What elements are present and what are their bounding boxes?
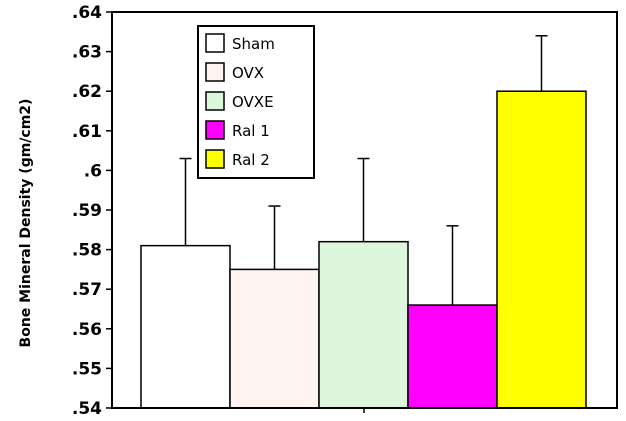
- y-axis-title: Bone Mineral Density (gm/cm2): [18, 99, 34, 348]
- bar-ovxe: [318, 240, 409, 409]
- y-tick-label: .6: [84, 161, 102, 181]
- y-tick-label: .58: [72, 241, 102, 261]
- bar-ral-1: [407, 304, 498, 409]
- y-tick-label: .63: [72, 43, 102, 63]
- legend-label: Ral 2: [232, 151, 270, 169]
- y-tick-label: .56: [72, 320, 102, 340]
- legend-label: Ral 1: [232, 122, 270, 140]
- legend: Sham OVX OVXE Ral 1 Ral 2: [197, 25, 315, 179]
- bar-sham: [140, 244, 231, 409]
- y-tick-label: .59: [72, 201, 102, 221]
- legend-swatch: [205, 33, 225, 53]
- legend-label: Sham: [232, 35, 275, 53]
- y-axis-tick-labels: .54 .55 .56 .57 .58 .59 .6 .61 .62 .63 .64: [72, 3, 102, 419]
- bar-ral-2: [496, 90, 587, 409]
- y-tick-label: .61: [72, 122, 102, 142]
- legend-swatch: [205, 91, 225, 111]
- y-tick-label: .54: [72, 399, 102, 419]
- y-tick-label: .64: [72, 3, 102, 23]
- y-tick-label: .62: [72, 82, 102, 102]
- bars: [140, 90, 587, 409]
- legend-swatch: [205, 120, 225, 140]
- error-bars: [179, 35, 548, 306]
- y-tick-label: .55: [72, 359, 102, 379]
- legend-swatch: [205, 149, 225, 169]
- legend-swatch: [205, 62, 225, 82]
- legend-label: OVXE: [232, 93, 274, 111]
- y-tick-label: .57: [72, 280, 102, 300]
- bar-ovx: [229, 268, 320, 409]
- legend-label: OVX: [232, 64, 264, 82]
